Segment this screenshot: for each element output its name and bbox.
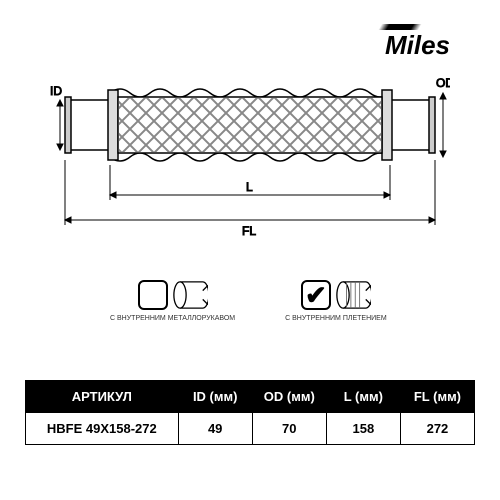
- dim-l-label: L: [246, 180, 253, 194]
- th-l: L (мм): [326, 381, 400, 413]
- dim-fl-label: FL: [242, 224, 256, 238]
- td-article: HBFE 49X158-272: [26, 413, 179, 445]
- option-label: С ВНУТРЕННИМ МЕТАЛЛОРУКАВОМ: [110, 315, 235, 322]
- smooth-liner-icon: [173, 280, 208, 310]
- td-fl: 272: [400, 413, 474, 445]
- td-l: 158: [326, 413, 400, 445]
- dim-od-label: OD: [436, 76, 450, 90]
- table-header-row: АРТИКУЛ ID (мм) OD (мм) L (мм) FL (мм): [26, 381, 475, 413]
- option-braided-liner: ✔ С ВНУТРЕННИМ ПЛЕТЕНИЕМ: [285, 280, 387, 360]
- checkbox-checked: ✔: [301, 280, 331, 310]
- spec-table: АРТИКУЛ ID (мм) OD (мм) L (мм) FL (мм) H…: [25, 380, 475, 445]
- td-id: 49: [178, 413, 252, 445]
- checkmark-icon: ✔: [305, 280, 327, 311]
- option-label: С ВНУТРЕННИМ ПЛЕТЕНИЕМ: [285, 315, 387, 322]
- flex-pipe-diagram: ID OD L FL: [50, 65, 450, 245]
- checkbox-unchecked: [138, 280, 168, 310]
- th-article: АРТИКУЛ: [26, 381, 179, 413]
- option-metal-liner: С ВНУТРЕННИМ МЕТАЛЛОРУКАВОМ: [110, 280, 235, 360]
- braided-liner-icon: [336, 280, 371, 310]
- td-od: 70: [252, 413, 326, 445]
- brand-logo: Miles: [385, 30, 450, 61]
- th-id: ID (мм): [178, 381, 252, 413]
- th-fl: FL (мм): [400, 381, 474, 413]
- liner-options: С ВНУТРЕННИМ МЕТАЛЛОРУКАВОМ ✔ С ВНУТРЕНН…: [110, 280, 410, 360]
- table-row: HBFE 49X158-272 49 70 158 272: [26, 413, 475, 445]
- dim-id-label: ID: [50, 84, 62, 98]
- th-od: OD (мм): [252, 381, 326, 413]
